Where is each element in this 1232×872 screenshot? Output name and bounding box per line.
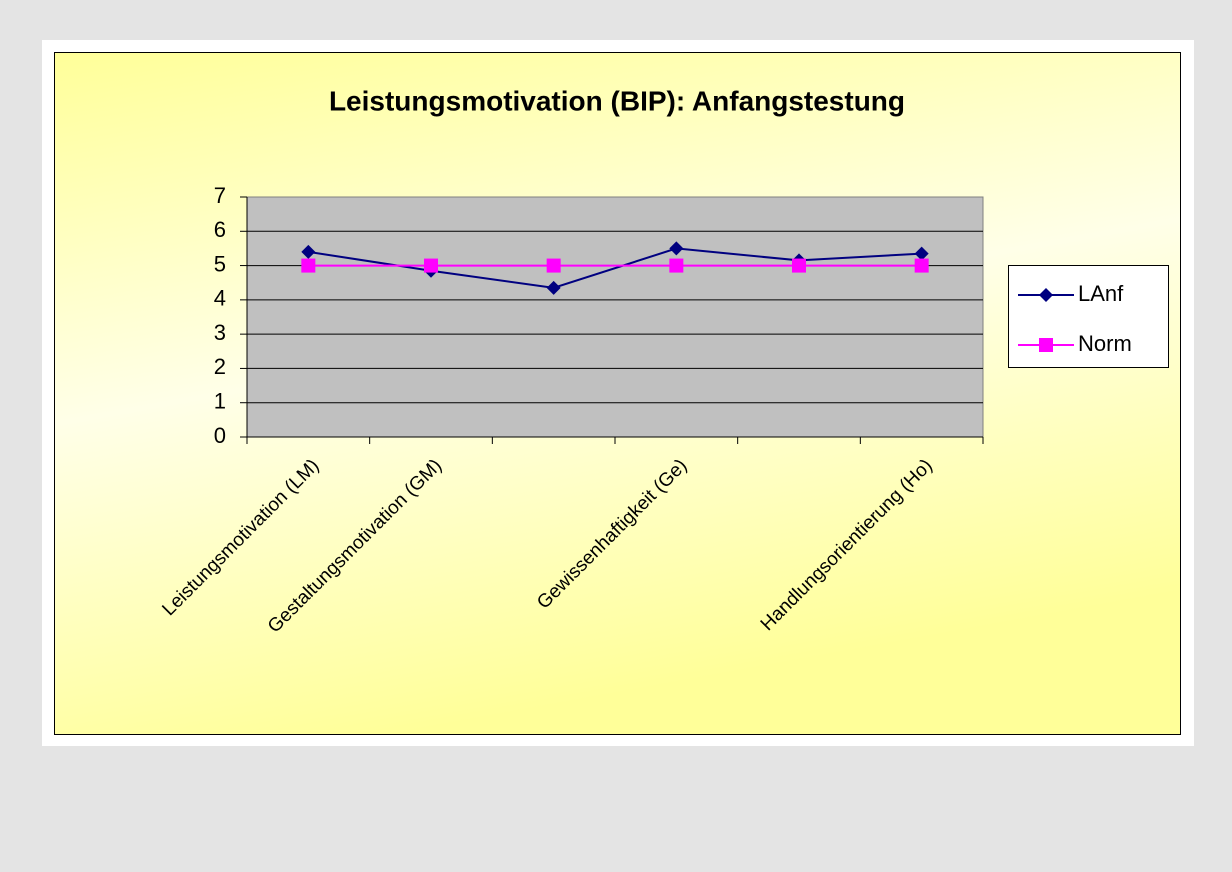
point [301,244,316,259]
y-tick-label: 3 [214,320,226,345]
point [546,258,561,273]
legend-label: Norm [1078,331,1132,356]
chart-title: Leistungsmotivation (BIP): Anfangstestun… [329,85,905,116]
point [301,258,316,273]
line [308,247,922,289]
point [669,258,684,273]
point [546,280,561,295]
legend-marker [1039,288,1053,302]
y-tick-label: 4 [214,286,226,311]
legend-marker [1039,338,1053,352]
y-tick-label: 5 [214,251,226,276]
point [914,258,929,273]
y-tick-label: 1 [214,389,226,414]
point [914,246,929,261]
y-tick-label: 6 [214,217,226,242]
point [424,258,438,273]
point [669,241,684,256]
y-tick-label: 2 [214,354,226,379]
y-tick-label: 0 [214,423,226,448]
legend [1008,265,1169,368]
y-tick-label: 7 [214,183,226,208]
plot-area [246,196,984,438]
legend-label: LAnf [1078,281,1124,306]
point [792,258,806,273]
